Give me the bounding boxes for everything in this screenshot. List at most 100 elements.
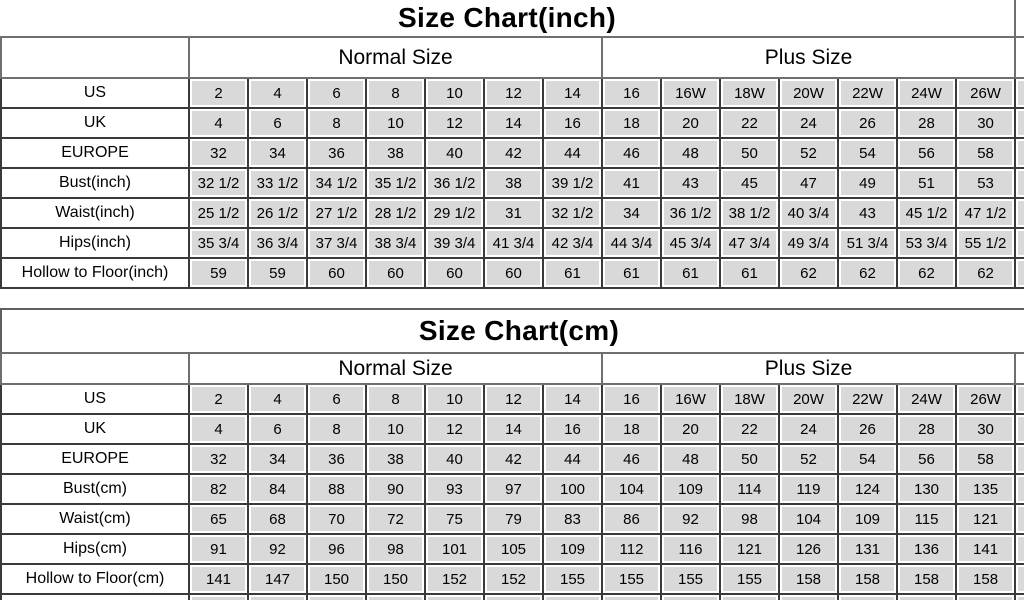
size-row: Waist(cm) 65 68 70 72 75 79 83 86 92 98 104 109 115 12… xyxy=(0,503,1024,535)
size-value-cell: 109 xyxy=(837,503,898,535)
size-value-cell: 25 1/2 xyxy=(188,197,249,229)
size-value-cell: 20W xyxy=(778,77,839,109)
size-value-cell: 101 xyxy=(424,533,485,565)
row-label: Waist(inch) xyxy=(0,197,190,229)
size-value-cell: 158 xyxy=(778,563,839,595)
size-value-cell: 20 xyxy=(660,413,721,445)
clipped-header-cell xyxy=(1014,352,1024,385)
size-value-cell: 38 xyxy=(365,137,426,169)
clipped-value-cell xyxy=(1014,77,1024,109)
row-label: Waist(cm) xyxy=(0,503,190,535)
size-value-cell: 38 xyxy=(365,443,426,475)
clipped-value-cell xyxy=(1014,383,1024,415)
size-value-cell: 6 xyxy=(247,413,308,445)
clipped-value-cell xyxy=(1014,563,1024,595)
size-value-cell: 26 xyxy=(837,413,898,445)
size-value-cell: 36 3/4 xyxy=(247,227,308,259)
size-value-cell: 70 xyxy=(306,503,367,535)
clipped-value-cell xyxy=(306,593,367,600)
clipped-value-cell xyxy=(1014,107,1024,139)
size-value-cell: 22W xyxy=(837,383,898,415)
size-value-cell: 155 xyxy=(542,563,603,595)
clipped-bottom-row xyxy=(0,593,1024,600)
clipped-value-cell xyxy=(188,593,249,600)
size-value-cell: 135 xyxy=(954,473,1017,505)
size-value-cell: 86 xyxy=(601,503,662,535)
size-row: Hollow to Floor(inch) 59 59 60 60 60 60 61 61 61 6… xyxy=(0,257,1024,289)
size-value-cell: 24W xyxy=(896,77,957,109)
size-row: US 2 4 6 8 10 12 14 16 16W 18W 20W 22W 24W 26W xyxy=(0,383,1024,415)
size-value-cell: 6 xyxy=(306,383,367,415)
size-value-cell: 46 xyxy=(601,137,662,169)
size-value-cell: 12 xyxy=(424,413,485,445)
size-value-cell: 32 xyxy=(188,137,249,169)
clipped-value-cell xyxy=(365,593,426,600)
size-value-cell: 16W xyxy=(660,77,721,109)
size-value-cell: 10 xyxy=(365,107,426,139)
size-value-cell: 26W xyxy=(954,383,1017,415)
size-value-cell: 116 xyxy=(660,533,721,565)
size-value-cell: 22 xyxy=(719,107,780,139)
row-label: Hollow to Floor(inch) xyxy=(0,257,190,289)
size-value-cell: 30 xyxy=(954,413,1017,445)
size-value-cell: 41 3/4 xyxy=(483,227,544,259)
row-label: Hips(inch) xyxy=(0,227,190,259)
size-value-cell: 45 1/2 xyxy=(896,197,957,229)
size-value-cell: 152 xyxy=(483,563,544,595)
size-value-cell: 8 xyxy=(306,413,367,445)
size-value-cell: 56 xyxy=(896,137,957,169)
row-label: Hollow to Floor(cm) xyxy=(0,563,190,595)
size-value-cell: 10 xyxy=(365,413,426,445)
clipped-value-cell xyxy=(1014,413,1024,445)
clipped-value-cell xyxy=(1014,137,1024,169)
size-value-cell: 37 3/4 xyxy=(306,227,367,259)
size-value-cell: 14 xyxy=(483,413,544,445)
size-value-cell: 10 xyxy=(424,383,485,415)
size-value-cell: 26 xyxy=(837,107,898,139)
size-value-cell: 22 xyxy=(719,413,780,445)
clipped-value-cell xyxy=(837,593,898,600)
size-value-cell: 79 xyxy=(483,503,544,535)
size-value-cell: 97 xyxy=(483,473,544,505)
size-value-cell: 58 xyxy=(954,137,1017,169)
size-value-cell: 114 xyxy=(719,473,780,505)
size-value-cell: 12 xyxy=(483,77,544,109)
size-value-cell: 109 xyxy=(660,473,721,505)
size-value-cell: 33 1/2 xyxy=(247,167,308,199)
size-value-cell: 2 xyxy=(188,383,249,415)
clipped-label-cell xyxy=(0,593,190,600)
size-value-cell: 24 xyxy=(778,413,839,445)
row-label: US xyxy=(0,77,190,109)
size-value-cell: 24W xyxy=(896,383,957,415)
size-value-cell: 4 xyxy=(188,413,249,445)
size-value-cell: 104 xyxy=(601,473,662,505)
size-value-cell: 60 xyxy=(306,257,367,289)
size-value-cell: 20 xyxy=(660,107,721,139)
size-value-cell: 4 xyxy=(188,107,249,139)
size-value-cell: 82 xyxy=(188,473,249,505)
size-value-cell: 44 xyxy=(542,443,603,475)
size-value-cell: 4 xyxy=(247,383,308,415)
clipped-value-cell xyxy=(954,593,1017,600)
clipped-value-cell xyxy=(483,593,544,600)
clipped-value-cell xyxy=(1014,593,1024,600)
size-value-cell: 61 xyxy=(719,257,780,289)
size-value-cell: 36 xyxy=(306,443,367,475)
size-value-cell: 136 xyxy=(896,533,957,565)
size-value-cell: 47 xyxy=(778,167,839,199)
size-value-cell: 44 xyxy=(542,137,603,169)
size-value-cell: 84 xyxy=(247,473,308,505)
size-value-cell: 28 1/2 xyxy=(365,197,426,229)
row-label: US xyxy=(0,383,190,415)
size-value-cell: 39 3/4 xyxy=(424,227,485,259)
size-value-cell: 42 xyxy=(483,137,544,169)
size-value-cell: 40 xyxy=(424,443,485,475)
clipped-value-cell xyxy=(896,593,957,600)
size-value-cell: 26W xyxy=(954,77,1017,109)
size-value-cell: 8 xyxy=(306,107,367,139)
size-value-cell: 61 xyxy=(660,257,721,289)
size-value-cell: 8 xyxy=(365,77,426,109)
size-value-cell: 48 xyxy=(660,137,721,169)
size-value-cell: 56 xyxy=(896,443,957,475)
size-value-cell: 24 xyxy=(778,107,839,139)
